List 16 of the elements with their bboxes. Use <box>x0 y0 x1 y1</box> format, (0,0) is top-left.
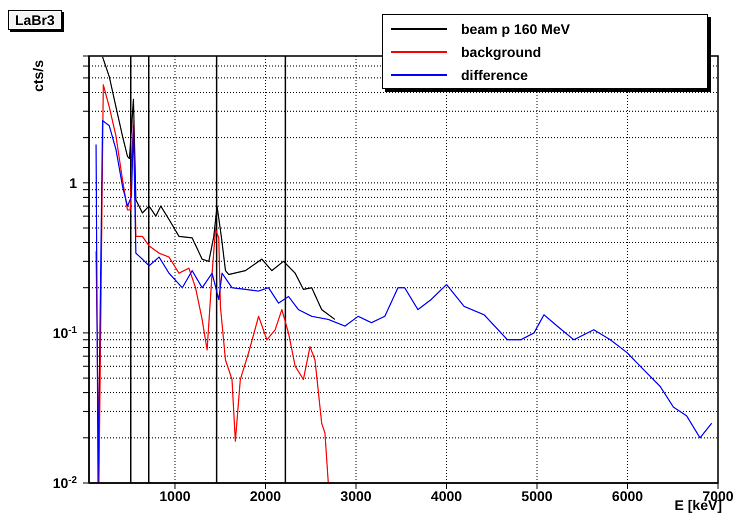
x-tick-label: 3000 <box>340 488 372 504</box>
x-tick-label: 6000 <box>612 488 644 504</box>
y-tick-label: 10$^{-1}$ <box>52 324 78 341</box>
x-tick-label: 4000 <box>430 488 462 504</box>
y-tick-label: 1 <box>69 174 78 191</box>
y-tick-label: 10$^{-2}$ <box>52 474 78 491</box>
legend-label: beam p 160 MeV <box>461 20 570 36</box>
legend-label: background <box>461 44 542 60</box>
chart-title: LaBr3 <box>8 10 62 30</box>
x-tick-label: 1000 <box>159 488 191 504</box>
x-tick-label: 2000 <box>250 488 282 504</box>
line-series <box>95 120 712 483</box>
x-tick-label: 5000 <box>521 488 553 504</box>
legend-label: difference <box>461 66 528 82</box>
line-series <box>95 84 329 483</box>
y-axis-title: cts/s <box>30 60 46 92</box>
